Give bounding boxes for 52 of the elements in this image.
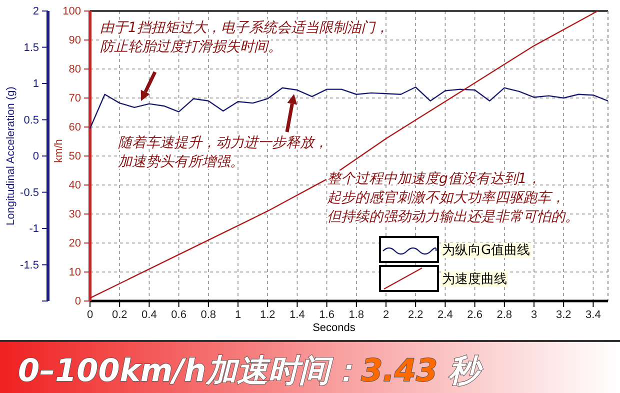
- x-tick-label: 3.2: [556, 308, 572, 321]
- annotation: 起步的感官刺激不如大功率四驱跑车，: [327, 190, 565, 206]
- y2-tick-label: 1: [32, 78, 39, 90]
- y-tick-label: 50: [68, 150, 81, 163]
- legend-label: 为速度曲线: [442, 271, 507, 287]
- y-tick-label: 20: [68, 238, 81, 250]
- y-tick-label: 80: [68, 64, 81, 76]
- y2-tick-label: 2: [32, 6, 39, 18]
- annotation: 随着车速提升，动力进一步释放，: [118, 135, 328, 151]
- line-series: [89, 10, 598, 299]
- x-tick-label: 3: [530, 308, 538, 321]
- x-tick-label: 0.8: [200, 308, 216, 321]
- x-tick-label: 0.6: [171, 308, 186, 321]
- x-tick-label: 2.8: [496, 308, 512, 321]
- annotation: 整个过程中加速度g值没有达到1，: [327, 171, 541, 187]
- y2-tick-label: -0.5: [20, 186, 39, 199]
- x-tick-label: 0.4: [142, 308, 157, 321]
- x-tick-label: 1.4: [290, 308, 305, 321]
- legend-label: 为纵向G值曲线: [442, 243, 530, 258]
- x-tick-label: 1.6: [319, 308, 334, 321]
- y-tick-label: 30: [68, 208, 81, 221]
- y-axis-title: km/h: [53, 139, 65, 163]
- annotation: 由于1挡扭矩过大，电子系统会适当限制油门，: [100, 20, 389, 36]
- y-tick-label: 40: [68, 180, 81, 192]
- y-tick-label: 70: [68, 92, 81, 105]
- x-tick-label: 2: [382, 308, 390, 321]
- y-tick-label: 100: [62, 6, 81, 18]
- y-tick-label: 90: [68, 34, 81, 47]
- x-tick-label: 1.8: [348, 308, 364, 321]
- annotation: 但持续的强劲动力输出还是非常可怕的。: [327, 209, 579, 225]
- x-tick-label: 2.6: [467, 308, 482, 321]
- y-tick-label: 10: [68, 266, 81, 279]
- x-axis-title: Seconds: [312, 322, 356, 334]
- x-tick-label: 2.2: [408, 308, 424, 321]
- y2-tick-label: 0.5: [24, 114, 39, 126]
- y2-tick-label: -1.5: [20, 259, 39, 272]
- x-tick-label: 0: [86, 308, 94, 321]
- y2-tick-label: 1.5: [24, 42, 39, 54]
- y-tick-label: 0: [74, 296, 81, 308]
- y2-axis-title: Longitudinal Acceleration (g): [5, 86, 17, 226]
- line-series: [89, 86, 609, 130]
- x-tick-label: 1.2: [260, 308, 276, 321]
- y2-tick-label: -1: [29, 223, 39, 236]
- x-tick-label: 0.2: [112, 308, 128, 321]
- x-tick-label: 2.4: [438, 308, 453, 321]
- x-tick-label: 3.4: [586, 308, 601, 321]
- x-tick-label: 1: [234, 308, 242, 321]
- y2-tick-label: 0: [32, 150, 39, 163]
- y-tick-label: 60: [68, 122, 81, 134]
- annotation: 防止轮胎过度打滑损失时间。: [100, 39, 282, 55]
- text: 0–100km/h加速时间：3.43 秒: [18, 353, 484, 389]
- annotation: 加速势头有所增强。: [118, 154, 244, 170]
